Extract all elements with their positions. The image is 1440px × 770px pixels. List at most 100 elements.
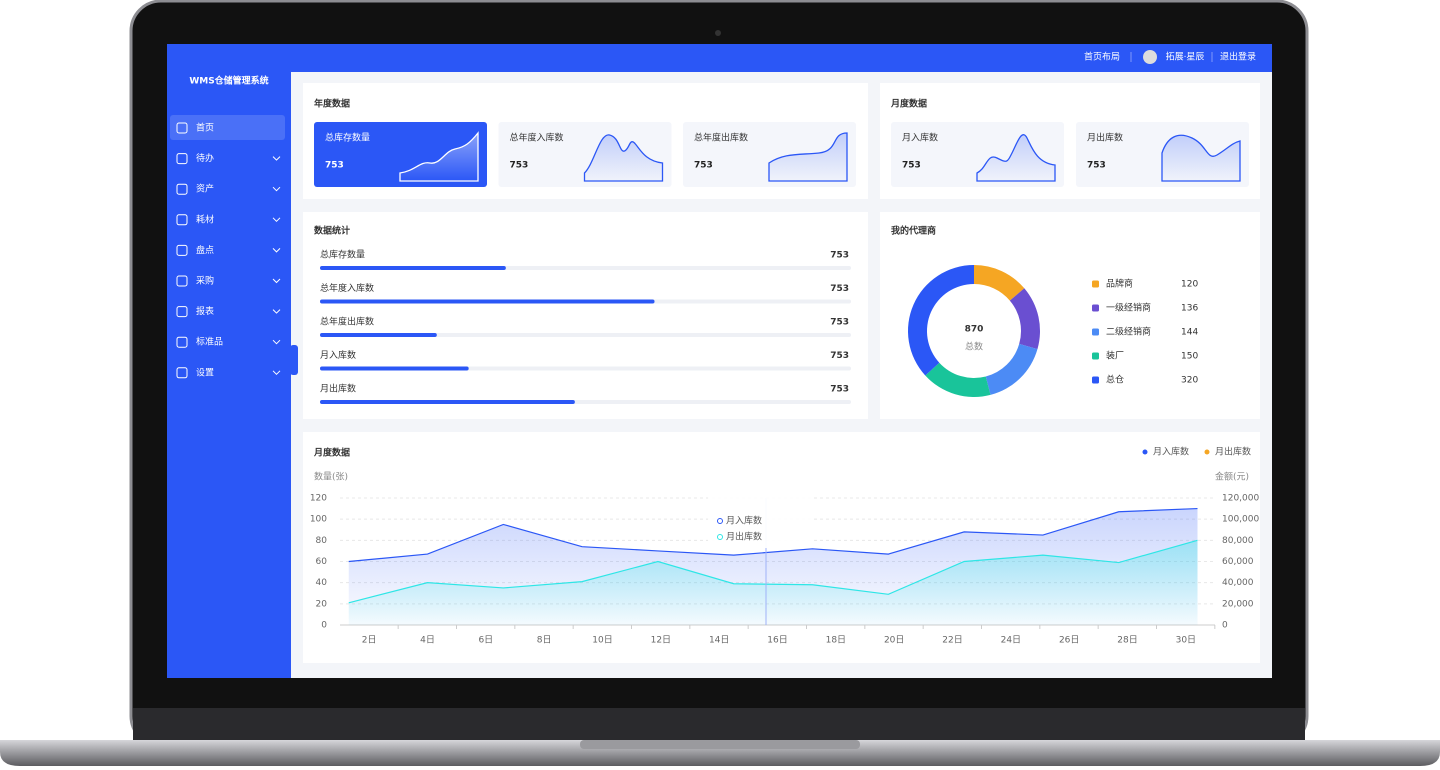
card-label: 月出库数	[1087, 132, 1123, 144]
row-value: 753	[830, 251, 849, 261]
panel	[303, 212, 868, 419]
top-bar	[167, 44, 1272, 72]
legend-dot	[1142, 449, 1148, 455]
sidebar	[167, 44, 291, 678]
progress-bar	[320, 299, 655, 304]
app-title: WMS仓储管理系统	[189, 75, 268, 87]
active-menu	[170, 115, 285, 140]
menu-item[interactable]: 盘点	[196, 244, 214, 256]
y2-tick-label: 0	[1222, 621, 1228, 631]
legend-label: 品牌商	[1106, 278, 1133, 290]
legend-swatch	[1092, 280, 1099, 288]
row-label: 总库存数量	[320, 249, 365, 261]
menu-icon	[176, 336, 188, 348]
x-tick-label: 26日	[1059, 635, 1079, 646]
sparkline	[1161, 134, 1241, 182]
header-link[interactable]: 首页布局	[1084, 51, 1120, 63]
legend-value: 144	[1181, 328, 1198, 338]
panel-title: 月度数据	[890, 98, 927, 110]
y2-axis-label: 金额(元)	[1215, 471, 1249, 483]
card-value: 753	[510, 161, 529, 171]
y2-tick-label: 100,000	[1222, 515, 1259, 525]
menu-icon	[176, 153, 188, 165]
panel-title: 我的代理商	[891, 225, 936, 237]
y-tick-label: 40	[316, 578, 328, 588]
x-tick-label: 24日	[1001, 635, 1021, 646]
menu-item[interactable]: 报表	[196, 305, 214, 317]
menu-item[interactable]: 设置	[196, 367, 214, 378]
menu-icon	[176, 275, 188, 287]
y-axis-label: 数量(张)	[314, 471, 348, 483]
laptop-base	[0, 740, 1440, 766]
menu-item[interactable]: 首页	[196, 122, 214, 134]
menu-icon	[176, 244, 188, 256]
camera	[715, 30, 721, 36]
x-tick-label: 30日	[1176, 635, 1196, 646]
chevron	[272, 278, 281, 284]
y-tick-label: 0	[321, 621, 327, 631]
y-tick-label: 120	[310, 494, 327, 504]
x-tick-label: 28日	[1117, 635, 1137, 646]
menu-icon	[176, 214, 188, 226]
menu-item[interactable]: 资产	[196, 183, 214, 195]
y2-tick-label: 40,000	[1222, 578, 1254, 588]
panel-title: 数据统计	[314, 225, 350, 237]
area-fill	[348, 540, 1198, 625]
progress-track	[320, 333, 851, 337]
row-label: 总年度入库数	[320, 282, 374, 294]
sparkline	[976, 134, 1056, 182]
donut-total: 870	[965, 325, 984, 335]
tooltip-group: 月入库数 月出库数	[708, 492, 812, 625]
y-tick-label: 20	[316, 599, 328, 609]
legend-value: 136	[1181, 304, 1198, 314]
y-tick-label: 100	[310, 515, 327, 525]
panel	[880, 212, 1260, 419]
header-link[interactable]: 拓展·星辰	[1166, 51, 1205, 63]
collapse-tab[interactable]	[290, 345, 298, 375]
x-tick-label: 6日	[478, 635, 493, 646]
sparkline	[583, 134, 664, 182]
tooltip-dot	[717, 518, 723, 524]
chevron	[272, 186, 281, 192]
header-link[interactable]: 退出登录	[1220, 51, 1256, 63]
menu-icon	[176, 367, 188, 379]
legend-label: 总仓	[1106, 374, 1124, 386]
donut-total-label: 总数	[965, 341, 983, 353]
legend-swatch	[1092, 376, 1099, 384]
card-value: 753	[1087, 161, 1106, 171]
card-label: 月入库数	[902, 132, 938, 144]
legend-label: 二级经销商	[1106, 326, 1151, 338]
donut-slice	[907, 265, 974, 376]
panel-title: 月度数据	[313, 447, 350, 459]
card-value: 753	[902, 161, 921, 171]
menu-item[interactable]: 标准品	[196, 336, 223, 348]
chevron	[272, 339, 281, 345]
x-tick-label: 8日	[537, 635, 552, 646]
legend-swatch	[1092, 328, 1099, 336]
x-tick-label: 2日	[362, 635, 377, 646]
legend-value: 150	[1181, 352, 1198, 362]
y-tick-label: 80	[316, 536, 328, 546]
chevron	[272, 309, 281, 314]
card-label: 总年度入库数	[510, 132, 564, 144]
menu-item[interactable]: 耗材	[196, 213, 214, 225]
x-tick-label: 4日	[420, 635, 435, 646]
base-notch	[580, 740, 860, 749]
x-tick-label: 12日	[651, 635, 671, 646]
menu-icon	[176, 183, 188, 195]
row-label: 总年度出库数	[320, 316, 374, 328]
row-value: 753	[830, 385, 849, 395]
tooltip-dot	[717, 534, 723, 540]
y2-tick-label: 80,000	[1222, 536, 1254, 546]
legend-value: 120	[1181, 280, 1198, 290]
menu-item[interactable]: 采购	[196, 275, 214, 287]
menu-item[interactable]: 待办	[196, 152, 214, 164]
x-tick-label: 20日	[884, 635, 904, 646]
line	[348, 539, 1198, 604]
x-tick-label: 10日	[592, 635, 612, 646]
x-tick-label: 16日	[767, 635, 787, 646]
row-label: 月入库数	[320, 349, 356, 361]
legend-value: 320	[1181, 376, 1198, 386]
card-label: 总年度出库数	[694, 132, 748, 144]
card-value: 753	[325, 161, 344, 171]
